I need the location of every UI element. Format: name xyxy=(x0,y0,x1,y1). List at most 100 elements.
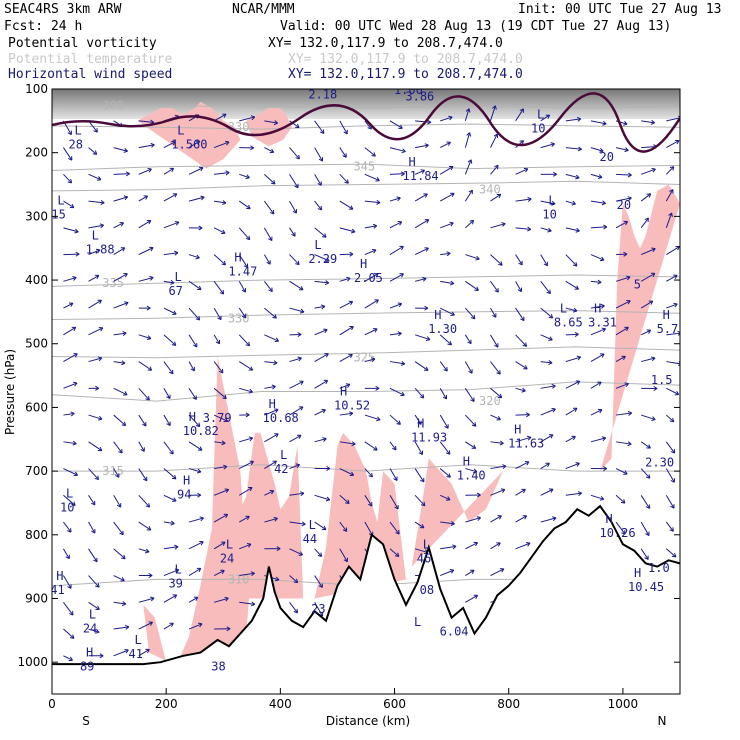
wind-arrowhead-384 xyxy=(574,285,579,290)
wind-arrowhead-201 xyxy=(318,157,324,162)
wind-vector-159 xyxy=(239,515,250,523)
wind-arrowhead-306 xyxy=(449,568,455,574)
wind-arrowhead-175 xyxy=(274,433,279,438)
wind-arrowhead-243 xyxy=(374,273,379,278)
wind-vector-169 xyxy=(263,281,273,292)
wind-vector-426 xyxy=(641,168,656,175)
wind-arrowhead-332 xyxy=(494,288,499,293)
wind-vector-71 xyxy=(138,334,152,340)
extremum-value-12: 1.47 xyxy=(228,265,257,279)
wind-arrowhead-276 xyxy=(424,247,429,252)
wind-arrowhead-345 xyxy=(519,108,524,113)
wind-vector-241 xyxy=(364,225,377,229)
wind-vector-114 xyxy=(188,388,197,400)
wind-vector-351 xyxy=(515,281,522,292)
wind-arrowhead-69 xyxy=(149,275,154,281)
wind-vector-202 xyxy=(314,174,322,186)
wind-vector-449 xyxy=(666,332,680,336)
wind-arrowhead-1 xyxy=(68,156,73,161)
wind-vector-93 xyxy=(163,361,174,375)
wind-vector-268 xyxy=(389,495,399,510)
wind-vector-410 xyxy=(616,173,632,176)
wind-vector-234 xyxy=(339,521,348,532)
wind-arrowhead-374 xyxy=(548,434,554,439)
wind-vector-396 xyxy=(590,200,606,204)
wind-vector-415 xyxy=(615,300,631,309)
right-endpoint-label: N xyxy=(658,714,667,728)
wind-arrowhead-378 xyxy=(576,116,582,122)
wind-vector-32 xyxy=(88,414,103,420)
extremum-value-30: 2.30 xyxy=(645,456,674,470)
wind-vector-125 xyxy=(213,141,230,149)
wind-vector-73 xyxy=(138,387,150,401)
pv-patch-0 xyxy=(143,356,249,663)
wind-arrowhead-293 xyxy=(449,221,454,227)
wind-arrowhead-44 xyxy=(125,171,130,177)
wind-arrowhead-24 xyxy=(100,200,105,205)
wind-arrowhead-146 xyxy=(245,174,250,180)
wind-arrowhead-269 xyxy=(395,530,400,535)
wind-arrowhead-120 xyxy=(199,540,204,546)
wind-vector-209 xyxy=(314,353,329,363)
wind-arrowhead-221 xyxy=(344,179,349,184)
field-pv-name: Potential vorticity xyxy=(8,36,157,51)
wind-arrowhead-455 xyxy=(670,504,675,509)
wind-arrowhead-127 xyxy=(222,200,227,205)
wind-vector-327 xyxy=(490,133,498,148)
wind-vector-380 xyxy=(565,173,580,179)
wind-arrowhead-394 xyxy=(599,147,604,153)
wind-vector-153 xyxy=(238,361,253,371)
wind-arrowhead-367 xyxy=(543,261,548,267)
wind-vector-455 xyxy=(665,495,675,509)
extremum-kind-46: L xyxy=(134,633,141,647)
wind-vector-101 xyxy=(163,569,179,577)
theta-contour-4 xyxy=(52,274,680,287)
wind-vector-338 xyxy=(490,441,504,444)
extremum-value-32: 10 xyxy=(60,500,74,514)
wind-arrowhead-52 xyxy=(123,391,128,396)
extremum-value-34: 24 xyxy=(220,551,234,565)
wind-vector-305 xyxy=(440,545,457,550)
wind-arrowhead-80 xyxy=(148,572,153,578)
wind-vector-219 xyxy=(339,120,348,135)
wind-vector-187 xyxy=(289,280,304,291)
extremum-value-14: 2.05 xyxy=(354,271,383,285)
wind-vector-416 xyxy=(615,326,629,336)
wind-vector-18 xyxy=(63,601,74,616)
wind-arrowhead-442 xyxy=(674,139,680,145)
wind-arrowhead-284 xyxy=(420,477,425,483)
wind-vector-14 xyxy=(63,494,76,506)
wind-arrowhead-354 xyxy=(523,365,528,370)
wind-vector-111 xyxy=(188,307,201,321)
extremum-value-39: 08 xyxy=(420,583,434,597)
wind-vector-40 xyxy=(88,628,100,633)
wind-arrowhead-48 xyxy=(123,273,128,278)
wind-arrowhead-392 xyxy=(577,491,582,496)
wind-arrowhead-35 xyxy=(90,500,96,506)
wind-vector-424 xyxy=(641,120,655,124)
wind-vector-122 xyxy=(188,596,199,603)
wind-arrowhead-453 xyxy=(670,449,676,454)
wind-vector-58 xyxy=(113,548,126,560)
extremum-value-42: 23 xyxy=(311,602,325,616)
wind-arrowhead-65 xyxy=(147,167,152,173)
wind-arrowhead-247 xyxy=(375,385,380,391)
wind-arrowhead-402 xyxy=(600,353,605,358)
wind-vector-115 xyxy=(188,414,201,427)
wind-arrowhead-426 xyxy=(651,167,656,173)
wind-arrowhead-147 xyxy=(246,204,251,210)
wind-arrowhead-375 xyxy=(545,462,550,468)
wind-arrowhead-171 xyxy=(274,337,280,343)
stratosphere-shading xyxy=(52,89,680,119)
wind-vector-244 xyxy=(364,299,379,309)
wind-vector-218 xyxy=(314,602,324,617)
wind-arrowhead-159 xyxy=(245,515,250,521)
pv-patch-3 xyxy=(411,458,503,567)
wind-vector-50 xyxy=(113,332,127,336)
y-tick-label-4: 500 xyxy=(25,337,48,351)
wind-arrowhead-421 xyxy=(623,470,628,475)
extremum-value-23: 3.79 xyxy=(203,411,232,425)
wind-arrowhead-403 xyxy=(597,381,602,386)
wind-arrowhead-220 xyxy=(342,153,347,158)
wind-arrowhead-302 xyxy=(446,473,451,478)
